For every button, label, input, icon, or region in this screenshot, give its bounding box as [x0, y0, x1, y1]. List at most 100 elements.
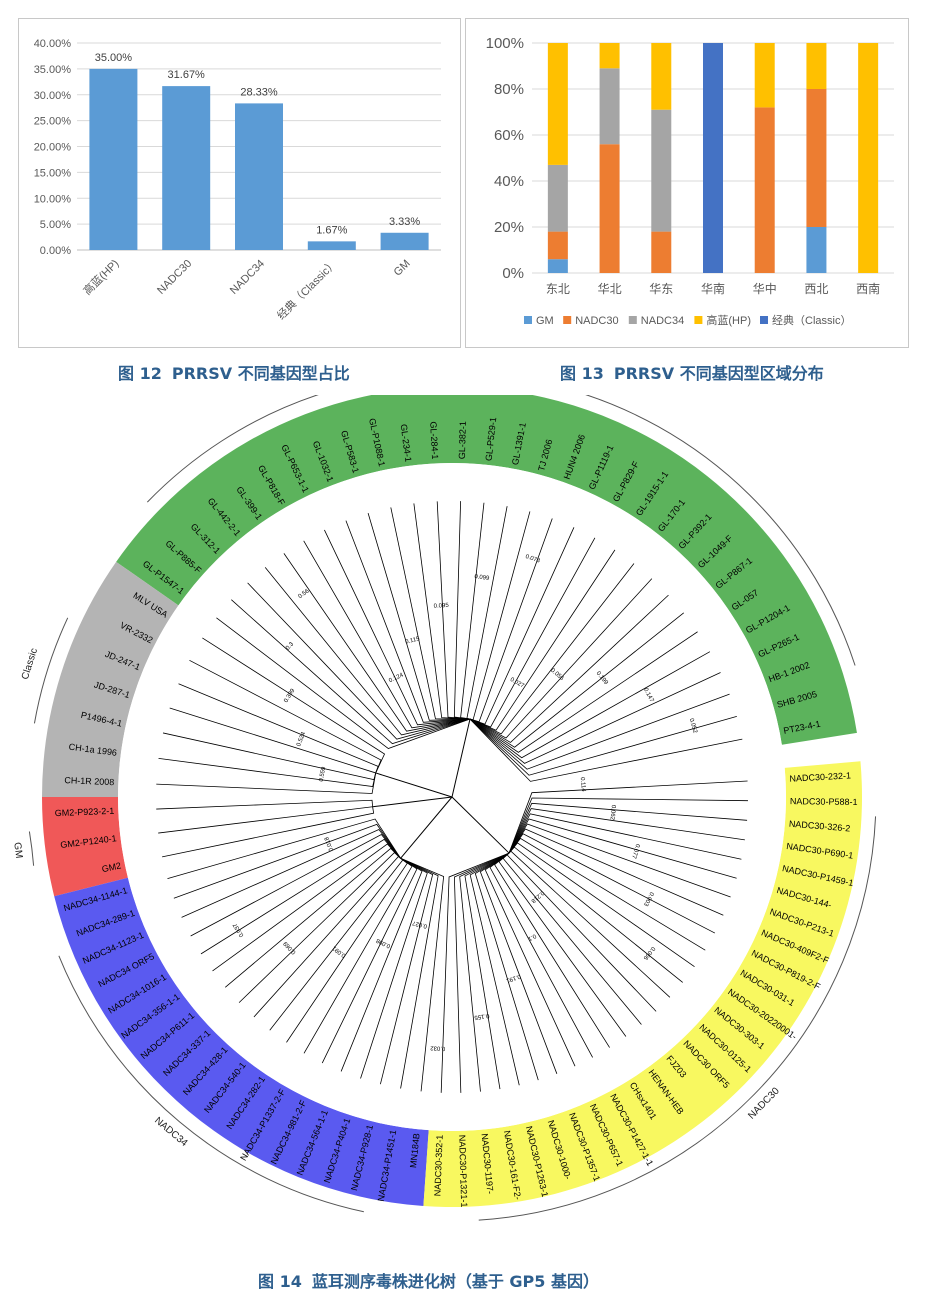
y-tick-label: 0% [502, 265, 524, 282]
branch [440, 852, 510, 1093]
branch [469, 578, 653, 739]
branch [469, 651, 711, 759]
figure-13-caption: 图 13 PRRSV 不同基因型区域分布 [560, 360, 824, 384]
branch [156, 772, 377, 794]
support-value: 0.524 [296, 731, 307, 748]
gp5-phylogenetic-tree: GL-P1547-1GL-P885-FGL-312-1GL-442-2-1GL-… [11, 395, 877, 1221]
clade-trunk [451, 796, 510, 854]
branch [484, 852, 576, 1067]
x-tick-label: NADC34 [228, 258, 267, 297]
x-tick-label: 高蓝(HP) [80, 256, 121, 297]
stacked-bar-segment [599, 144, 620, 273]
leaf-label: GM2 [101, 860, 122, 874]
branch [469, 549, 616, 731]
bar [307, 241, 356, 250]
x-tick-label: 西北 [804, 282, 828, 296]
branch [231, 599, 471, 745]
clade-trunk [451, 718, 471, 798]
support-value: 0.1 [526, 932, 537, 942]
stacked-bar-segment [547, 231, 568, 260]
support-value: 0.115 [405, 636, 421, 646]
clade-bracket [58, 955, 364, 1213]
leaf-label: GL-P529-1 [484, 417, 499, 462]
x-tick-label: 华北 [598, 282, 622, 296]
clade-bracket [478, 816, 877, 1221]
legend-label: GM [536, 315, 554, 327]
stacked-bar-segment [599, 43, 620, 69]
support-value: 0.191 [505, 973, 522, 984]
clade-wedge [54, 877, 429, 1207]
branch [469, 594, 669, 743]
leaf-label: GL-284-1 [428, 421, 440, 459]
support-value: 0.077 [630, 843, 640, 860]
support-value: 0.155 [473, 1012, 489, 1020]
branch [367, 513, 471, 721]
clade-name: GM [11, 842, 24, 859]
clade-name: NADC34 [152, 1115, 190, 1149]
branch [469, 563, 635, 735]
figure-14-number: 图 14 [258, 1272, 302, 1291]
support-value: 0.114 [579, 777, 586, 793]
y-tick-label: 60% [494, 127, 524, 144]
x-tick-label: 东北 [546, 282, 570, 296]
branch [158, 806, 373, 834]
genotype-share-bar-chart: 0.00% 5.00% 10.00% 15.00% 20.00% 25.00% 30.00%… [34, 38, 441, 322]
branch [360, 857, 428, 1079]
y-tick-label: 5.00% [40, 219, 71, 231]
data-label: 31.67% [168, 69, 206, 81]
branch [400, 857, 439, 1089]
branch [508, 850, 671, 998]
support-value: 0.062 [608, 805, 615, 821]
bar [235, 103, 283, 251]
branch [190, 834, 401, 937]
branch [162, 806, 375, 858]
regional-distribution-chart-panel: 0% 20% 40% 60% 80% 100% 东北 华北 华东 华南 华中 西北 西南 GM NADC30… [465, 18, 909, 348]
support-value: 0.032 [430, 1044, 446, 1051]
leaf-label: MN184B [408, 1133, 422, 1169]
x-tick-label: 华东 [649, 282, 673, 296]
leaf-label: NADC30-352-1 [432, 1135, 444, 1197]
support-value: 0.095 [434, 603, 450, 610]
clade-bracket [146, 395, 856, 666]
legend-swatch [628, 316, 637, 324]
branch [340, 857, 423, 1072]
branch [508, 780, 748, 854]
x-tick-label: NADC30 [155, 258, 194, 297]
branch [508, 828, 724, 916]
y-tick-label: 30.00% [34, 90, 72, 102]
clade-trunk [375, 772, 453, 798]
support-value: 0.027 [411, 919, 428, 929]
branch [345, 520, 471, 723]
data-label: 35.00% [95, 52, 133, 64]
clade-wedge [42, 797, 128, 897]
genotype-share-chart-panel: 0.00% 5.00% 10.00% 15.00% 20.00% 25.00% 30.00%… [18, 18, 461, 348]
branch [400, 857, 445, 1092]
y-tick-label: 10.00% [34, 193, 72, 205]
y-tick-label: 35.00% [34, 64, 72, 76]
y-tick-label: 40.00% [34, 38, 72, 50]
branch [216, 617, 471, 750]
leaf-label: NADC30-P588-1 [790, 796, 858, 807]
data-label: 1.67% [316, 224, 347, 236]
clade-wedge [423, 761, 862, 1207]
x-tick-label: 经典（Classic） [274, 256, 340, 322]
branch [469, 672, 721, 764]
support-value: 0.559 [319, 766, 328, 782]
stacked-bar-segment [754, 43, 775, 108]
branch [464, 852, 510, 1090]
branch [469, 537, 596, 728]
branch [508, 823, 731, 898]
stacked-bar-segment [547, 259, 568, 273]
legend-swatch [760, 316, 768, 324]
y-tick-label: 20.00% [34, 142, 72, 154]
support-value: 0.099 [474, 574, 490, 582]
support-value: 0.3 [285, 641, 296, 652]
stacked-bar-segment [703, 43, 723, 273]
bar [162, 86, 211, 250]
legend-label: 经典（Classic） [772, 313, 851, 327]
branch [390, 507, 470, 720]
clade-wedge [42, 561, 179, 797]
leaf-label: GM2-P923-2-1 [55, 806, 115, 818]
leaf-label: NADC30-P1321-1 [457, 1135, 469, 1208]
branch [453, 852, 510, 1093]
